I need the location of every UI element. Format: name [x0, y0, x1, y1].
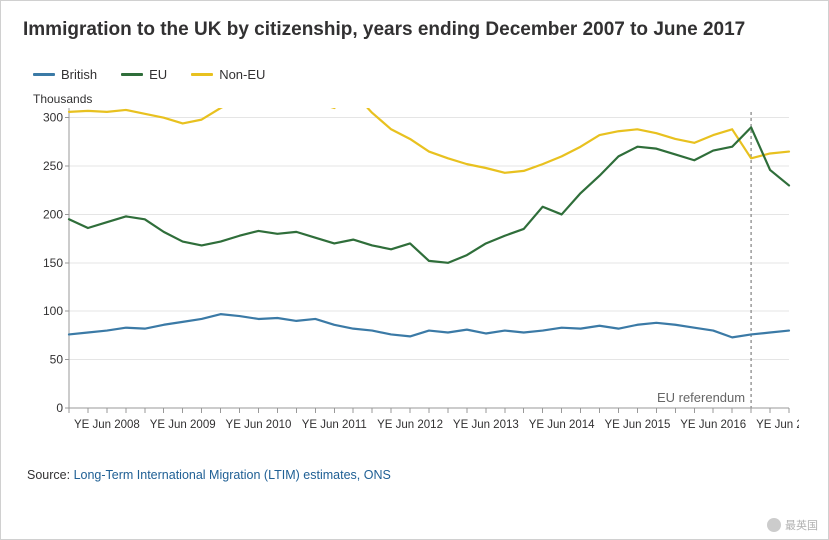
- svg-text:YE Jun 2017: YE Jun 2017: [756, 419, 799, 431]
- watermark-text: 最英国: [785, 517, 818, 533]
- svg-text:150: 150: [43, 256, 63, 270]
- legend: British EU Non-EU: [33, 67, 806, 82]
- legend-swatch: [191, 73, 213, 76]
- legend-label: EU: [149, 67, 167, 82]
- legend-item-noneu: Non-EU: [191, 67, 265, 82]
- svg-text:300: 300: [43, 111, 63, 125]
- legend-label: Non-EU: [219, 67, 265, 82]
- svg-text:50: 50: [50, 353, 64, 367]
- plot-svg: 0 50 100 150 200 250 300 YE Jun 2008 YE Jun 2009…: [29, 108, 799, 448]
- legend-label: British: [61, 67, 97, 82]
- y-axis-label: Thousands: [33, 92, 806, 106]
- watermark-icon: [767, 518, 781, 532]
- legend-item-eu: EU: [121, 67, 167, 82]
- svg-text:100: 100: [43, 304, 63, 318]
- svg-text:0: 0: [56, 401, 63, 415]
- legend-swatch: [121, 73, 143, 76]
- svg-text:YE Jun 2009: YE Jun 2009: [150, 419, 216, 431]
- watermark: 最英国: [767, 517, 818, 533]
- svg-text:YE Jun 2016: YE Jun 2016: [680, 419, 746, 431]
- svg-text:YE Jun 2013: YE Jun 2013: [453, 419, 519, 431]
- svg-text:YE Jun 2010: YE Jun 2010: [226, 419, 292, 431]
- svg-text:EU referendum: EU referendum: [657, 390, 745, 405]
- chart-container: Immigration to the UK by citizenship, ye…: [0, 0, 829, 540]
- source-line: Source: Long-Term International Migratio…: [27, 468, 806, 482]
- svg-text:YE Jun 2014: YE Jun 2014: [529, 419, 595, 431]
- svg-text:250: 250: [43, 159, 63, 173]
- legend-swatch: [33, 73, 55, 76]
- svg-text:YE Jun 2015: YE Jun 2015: [604, 419, 670, 431]
- svg-text:YE Jun 2008: YE Jun 2008: [74, 419, 140, 431]
- chart-title: Immigration to the UK by citizenship, ye…: [23, 19, 806, 41]
- svg-text:200: 200: [43, 207, 63, 221]
- legend-item-british: British: [33, 67, 97, 82]
- svg-text:YE Jun 2011: YE Jun 2011: [302, 419, 367, 431]
- svg-text:YE Jun 2012: YE Jun 2012: [377, 419, 443, 431]
- source-prefix: Source:: [27, 468, 74, 482]
- source-link[interactable]: Long-Term International Migration (LTIM)…: [74, 468, 391, 482]
- plot-area: 0 50 100 150 200 250 300 YE Jun 2008 YE Jun 2009…: [29, 108, 799, 448]
